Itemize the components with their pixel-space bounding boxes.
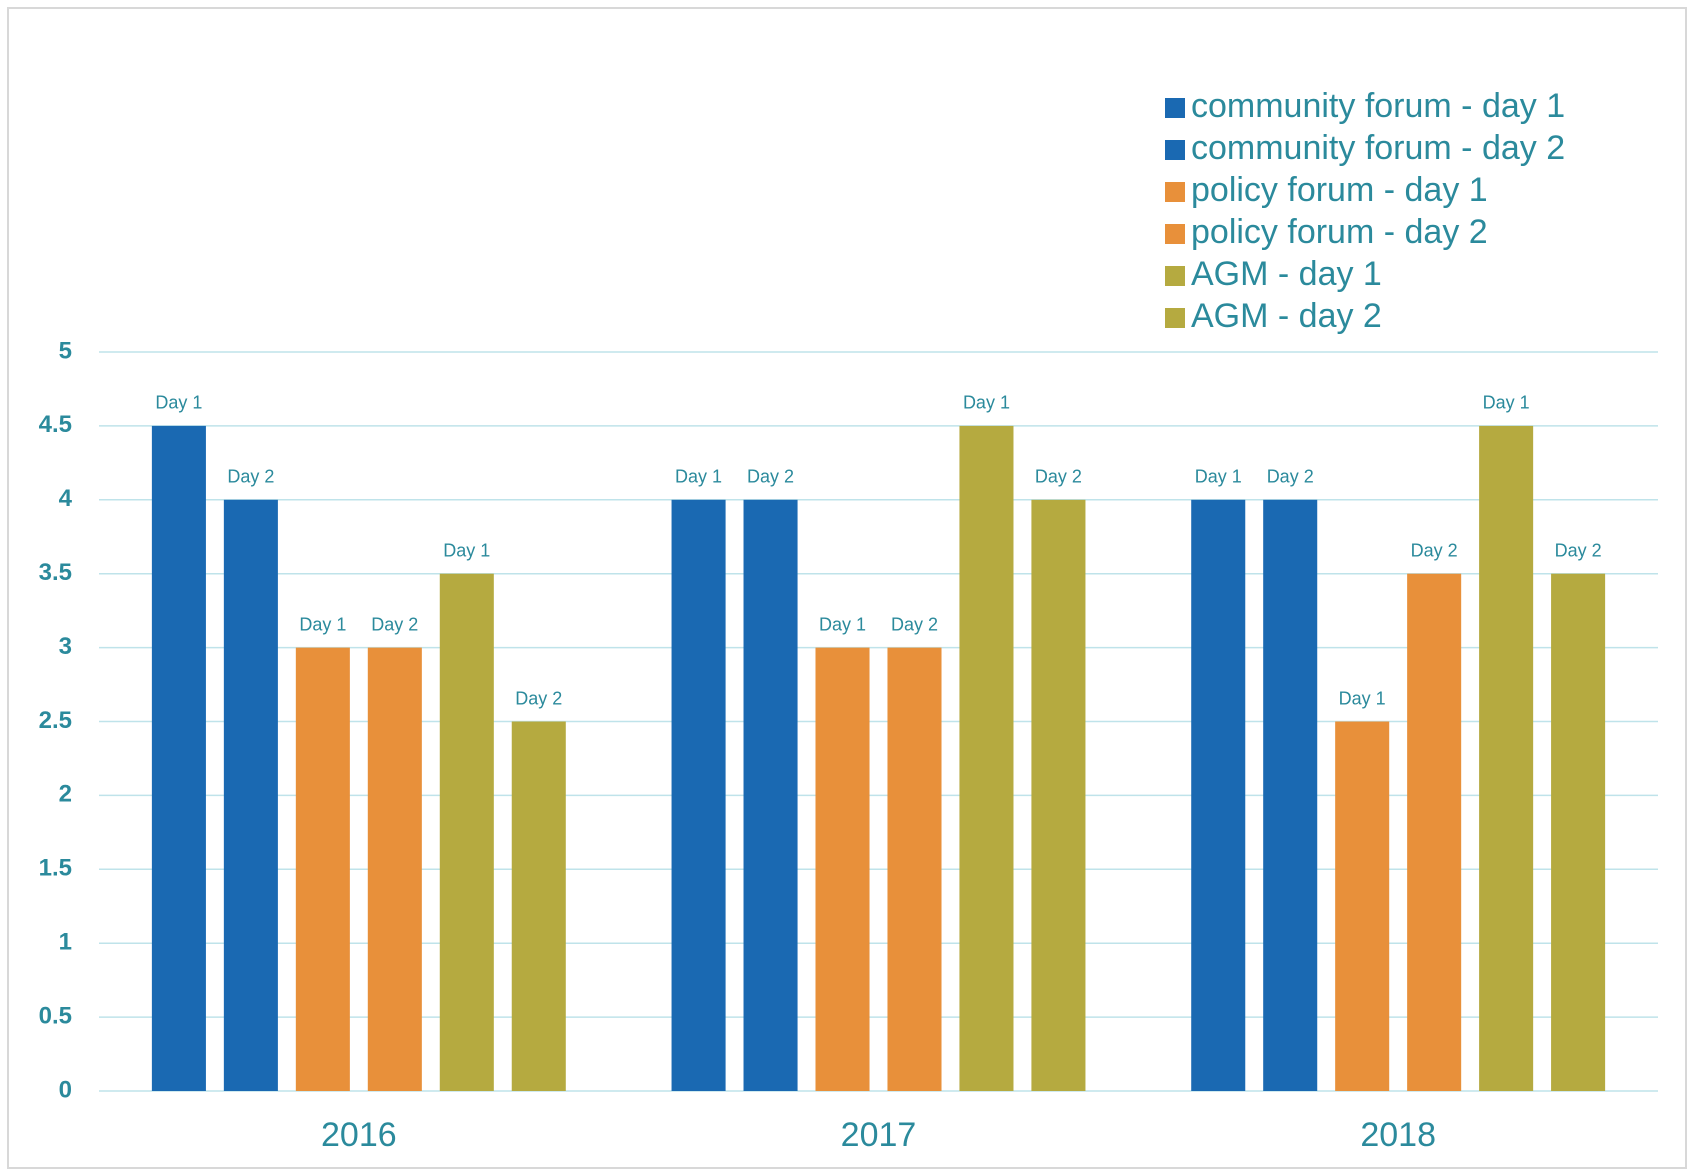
bar [671, 499, 726, 1091]
legend-swatch [1165, 140, 1185, 160]
y-tick-label: 2.5 [39, 707, 72, 734]
y-tick-label: 1.5 [39, 855, 72, 882]
x-tick-label: 2017 [841, 1116, 917, 1154]
data-label: Day 1 [443, 540, 490, 560]
legend-swatch [1165, 266, 1185, 286]
data-label: Day 1 [675, 467, 722, 487]
data-label: Day 2 [1555, 540, 1602, 560]
bar [1191, 499, 1246, 1091]
y-tick-label: 4.5 [39, 411, 72, 438]
bar [887, 647, 942, 1091]
data-label: Day 2 [1267, 467, 1314, 487]
legend-label: policy forum - day 1 [1191, 171, 1488, 209]
bar [1031, 499, 1086, 1091]
legend-label: policy forum - day 2 [1191, 213, 1488, 251]
data-label: Day 1 [1339, 688, 1386, 708]
y-tick-label: 1 [59, 929, 72, 956]
data-label: Day 2 [515, 688, 562, 708]
bar [295, 647, 350, 1091]
bar [815, 647, 870, 1091]
bar [1335, 721, 1390, 1091]
data-label: Day 2 [1411, 540, 1458, 560]
y-tick-label: 3 [59, 633, 72, 660]
data-label: Day 1 [1483, 393, 1530, 413]
legend-label: community forum - day 2 [1191, 129, 1565, 167]
y-tick-label: 3.5 [39, 559, 72, 586]
legend-swatch [1165, 308, 1185, 328]
data-label: Day 1 [1195, 467, 1242, 487]
bar [1479, 425, 1534, 1091]
data-label: Day 1 [819, 614, 866, 634]
y-tick-label: 0.5 [39, 1002, 72, 1029]
y-tick-label: 5 [59, 337, 72, 364]
x-tick-label: 2016 [321, 1116, 397, 1154]
legend-swatch [1165, 224, 1185, 244]
data-label: Day 2 [371, 614, 418, 634]
data-label: Day 2 [227, 467, 274, 487]
data-label: Day 2 [1035, 467, 1082, 487]
x-tick-label: 2018 [1360, 1116, 1436, 1154]
y-tick-label: 2 [59, 781, 72, 808]
bar [367, 647, 422, 1091]
legend-label: AGM - day 1 [1191, 255, 1382, 293]
y-tick-label: 4 [59, 485, 73, 512]
bar [959, 425, 1014, 1091]
legend-swatch [1165, 182, 1185, 202]
data-label: Day 2 [747, 467, 794, 487]
bar [1551, 573, 1606, 1091]
data-label: Day 1 [155, 393, 202, 413]
data-label: Day 2 [891, 614, 938, 634]
bar [439, 573, 494, 1091]
bar [511, 721, 566, 1091]
y-tick-label: 0 [59, 1076, 72, 1103]
bar [743, 499, 798, 1091]
legend-label: community forum - day 1 [1191, 87, 1565, 125]
bar [1263, 499, 1318, 1091]
bar [1407, 573, 1462, 1091]
bar [223, 499, 278, 1091]
bar [151, 425, 206, 1091]
data-label: Day 1 [963, 393, 1010, 413]
legend-swatch [1165, 98, 1185, 118]
legend-label: AGM - day 2 [1191, 297, 1382, 335]
data-label: Day 1 [299, 614, 346, 634]
